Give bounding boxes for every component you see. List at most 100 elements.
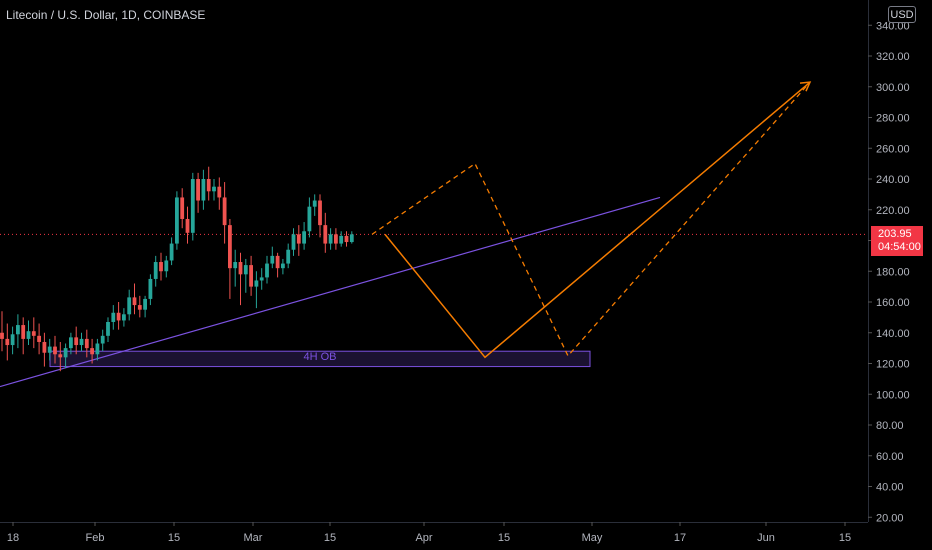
candle-body <box>334 234 338 244</box>
axes: 340.00 320.00 300.00 280.00 260.00 240.00 220.… <box>0 0 910 544</box>
candle-body <box>169 243 174 261</box>
x-tick-label: May <box>582 532 603 544</box>
countdown-timer: 04:54:00 <box>878 241 921 253</box>
candle <box>344 231 349 247</box>
currency-button[interactable]: USD <box>888 6 916 23</box>
candle-body <box>79 338 84 346</box>
candle-body <box>212 186 216 192</box>
y-tick-label: 100.00 <box>876 389 910 401</box>
candle <box>37 323 41 355</box>
candle <box>63 343 68 369</box>
y-tick-label: 280.00 <box>876 113 910 125</box>
candle <box>127 289 132 321</box>
candle <box>185 206 190 244</box>
y-tick-label: 60.00 <box>876 451 904 463</box>
y-tick-label: 300.00 <box>876 82 910 94</box>
candle-body <box>206 179 211 192</box>
y-tick-label: 20.00 <box>876 512 904 524</box>
candle <box>217 177 222 210</box>
candle <box>111 305 116 330</box>
candle <box>296 225 301 256</box>
candle <box>318 194 322 238</box>
candle <box>169 237 174 266</box>
candle-body <box>21 325 26 339</box>
candle <box>31 317 36 349</box>
y-tick-label: 220.00 <box>876 205 910 217</box>
candle-body <box>196 179 200 201</box>
candle-body <box>90 348 94 355</box>
candle <box>143 295 147 318</box>
candle <box>228 218 232 299</box>
candle-body <box>201 179 206 201</box>
candle-body <box>74 337 79 346</box>
candle <box>206 166 211 201</box>
candle-body <box>100 335 105 344</box>
candle <box>84 329 89 358</box>
candle <box>148 274 153 306</box>
candle-body <box>249 265 253 287</box>
candle-body <box>238 262 243 275</box>
y-tick-label: 80.00 <box>876 420 904 432</box>
candle <box>153 255 158 287</box>
candle <box>259 268 264 290</box>
candle <box>95 338 100 361</box>
candle-body <box>127 297 132 315</box>
candle-body <box>153 262 158 279</box>
candle-body <box>291 234 296 250</box>
candle <box>339 231 344 247</box>
x-tick-label: Feb <box>86 532 105 544</box>
candle <box>190 172 195 241</box>
trendline[interactable] <box>0 196 661 388</box>
candle-body <box>132 297 137 306</box>
candle <box>281 258 285 275</box>
candle-body <box>296 234 301 244</box>
candle-body <box>185 218 190 233</box>
candle-body <box>42 341 47 353</box>
y-tick-label: 160.00 <box>876 297 910 309</box>
candle <box>175 191 179 250</box>
chart-title: Litecoin / U.S. Dollar, 1D, COINBASE <box>6 8 206 22</box>
candle-body <box>349 234 354 243</box>
projection-arrowhead <box>799 81 812 92</box>
candle <box>286 243 291 269</box>
candle <box>291 228 296 256</box>
candle <box>201 169 206 210</box>
candle <box>42 332 47 367</box>
candle <box>238 252 243 306</box>
x-tick-label: Mar <box>244 532 263 544</box>
candle-body <box>175 197 179 244</box>
candle <box>106 317 110 342</box>
candle <box>100 329 105 352</box>
candle-body <box>339 235 344 244</box>
candle <box>265 255 269 284</box>
candle-body <box>5 338 10 346</box>
last-price-value: 203.95 <box>878 228 912 240</box>
candle <box>233 249 238 287</box>
candle-body <box>26 331 31 339</box>
candle-body <box>53 346 57 355</box>
candle <box>212 179 216 201</box>
candle-body <box>137 305 142 310</box>
ascending-trendline[interactable] <box>0 196 661 388</box>
candle <box>334 228 338 250</box>
candle <box>349 231 354 244</box>
candle-body <box>47 346 52 353</box>
candle <box>159 252 163 281</box>
candle-body <box>84 338 89 349</box>
candle-body <box>312 200 317 207</box>
candle <box>270 246 275 269</box>
candle <box>122 308 126 327</box>
candles <box>0 166 354 372</box>
projection-solid-path[interactable] <box>384 81 811 359</box>
x-tick-label: 15 <box>498 532 510 544</box>
projection-paths[interactable] <box>371 81 812 359</box>
x-tick-label: 18 <box>7 532 19 544</box>
candle-body <box>259 277 264 281</box>
candle-body <box>222 197 227 226</box>
candle-body <box>148 278 153 299</box>
y-tick-label: 320.00 <box>876 51 910 63</box>
candle <box>164 255 169 278</box>
candle-body <box>58 354 63 358</box>
candle <box>74 326 79 355</box>
